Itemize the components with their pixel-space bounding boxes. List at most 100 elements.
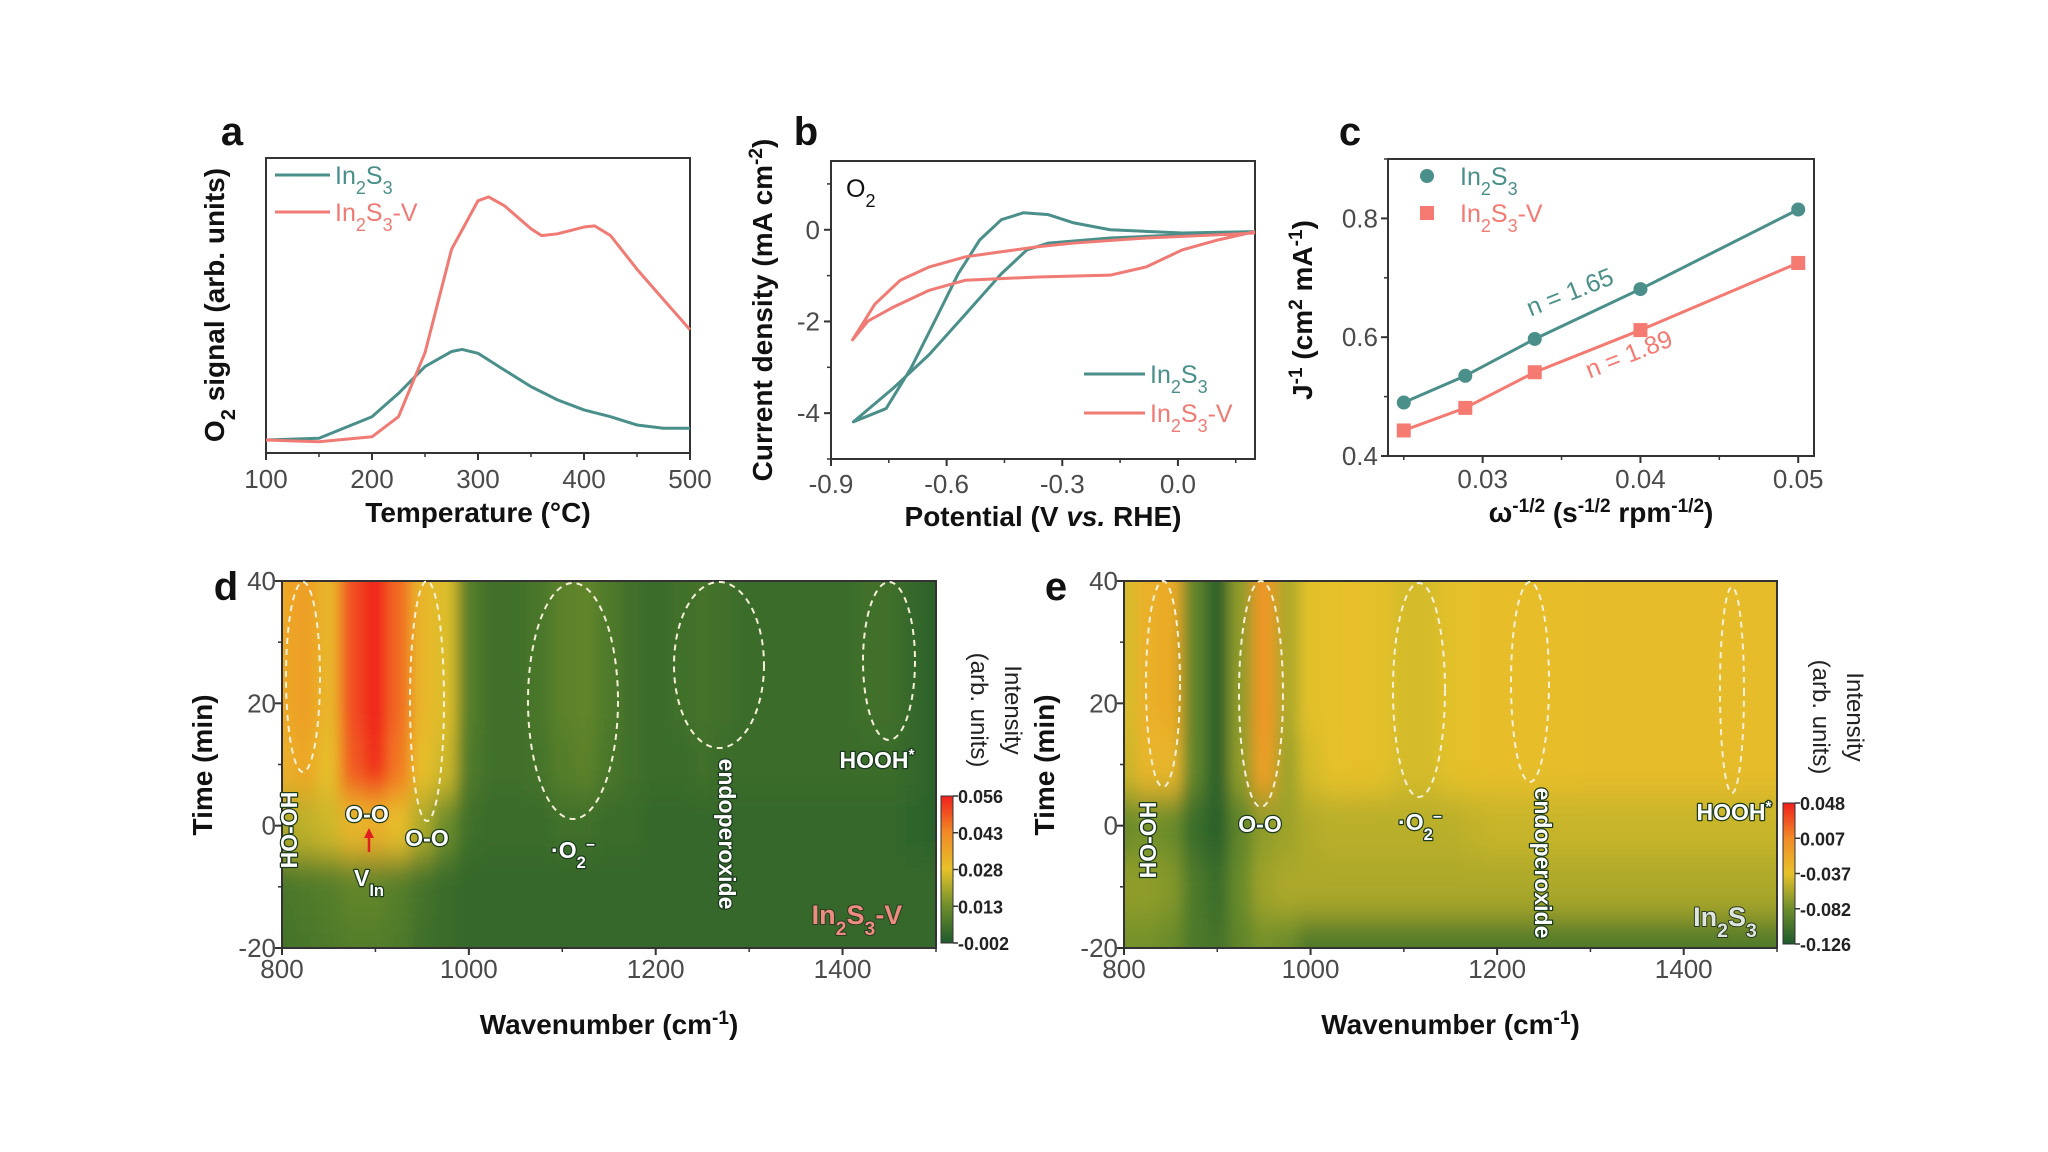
heatmap-cell <box>1485 581 1510 613</box>
heatmap-cell <box>737 672 762 735</box>
heatmap-cell <box>503 581 528 613</box>
electron-transfer-number: n = 1.65 <box>1523 263 1618 322</box>
region-ellipse <box>673 581 765 749</box>
heatmap-cell <box>1415 672 1440 735</box>
heatmap-cell <box>1205 581 1230 613</box>
heatmap-cell <box>1625 733 1650 796</box>
heatmap-cell <box>1532 856 1556 918</box>
y-tick-label: 40 <box>247 566 276 596</box>
heatmap-cell <box>1252 611 1277 674</box>
heatmap-cell <box>1322 611 1347 674</box>
heatmap-cell <box>1602 795 1626 857</box>
heatmap-cell <box>1532 581 1556 613</box>
heatmap-cell <box>1158 856 1183 918</box>
heatmap-cell <box>1718 672 1743 735</box>
legend-label: In2S3 <box>1460 163 1518 199</box>
heatmap-cell <box>293 795 318 857</box>
heatmap-cell <box>1718 581 1743 613</box>
heatmap-cell <box>480 581 505 613</box>
gas-annotation: O2 <box>846 175 875 211</box>
panel-label-c: c <box>1339 110 1361 154</box>
heatmap-cell <box>1322 856 1347 918</box>
heatmap-cell <box>1672 795 1696 857</box>
heatmap-cell <box>573 733 598 796</box>
heatmap-cell <box>1508 611 1533 674</box>
heatmap-cell <box>1718 917 1743 948</box>
heatmap-cell <box>784 917 809 948</box>
y-tick-label: -2 <box>797 306 820 336</box>
heatmap-cell <box>667 856 692 918</box>
heatmap-cell <box>1275 581 1300 613</box>
panel-d-axes: 800 1000 1200 1400 -20 0 20 40 Wavenumber (cm-1)… <box>187 565 937 1040</box>
heatmap-cell <box>807 795 832 857</box>
sample-label: In2S3-V <box>812 900 903 940</box>
heatmap-cell <box>1228 917 1253 948</box>
heatmap-cell <box>1415 856 1440 918</box>
heatmap-cell <box>573 856 598 918</box>
heatmap-cell <box>924 611 936 674</box>
colorbar-tick-label: 0.028 <box>958 861 1003 881</box>
heatmap-cell <box>1648 917 1673 948</box>
heatmap-cell <box>924 733 936 796</box>
x-tick-label: 300 <box>456 464 499 494</box>
heatmap-cell <box>900 856 925 918</box>
heatmap-cell <box>784 672 809 735</box>
heatmap-cell <box>1275 795 1300 857</box>
heatmap-cell <box>1158 581 1183 613</box>
data-point <box>1633 282 1648 297</box>
heatmap-cell <box>433 856 458 918</box>
panel-c-axes: 0.03 0.04 0.05 0.4 0.6 0.8 ω-1/2 (s-1/2 rpm-1/… <box>1286 110 1824 528</box>
heatmap-cell <box>1485 733 1510 796</box>
heatmap-cell <box>387 733 411 796</box>
x-tick-label: 1400 <box>1655 954 1713 984</box>
heatmap-cell <box>1485 917 1510 948</box>
heatmap-cell <box>363 856 388 918</box>
heatmap-cell <box>1252 795 1277 857</box>
heatmap-cell <box>1742 611 1766 674</box>
heatmap-cell <box>1555 581 1580 613</box>
legend-label: In2S3-V <box>335 199 418 235</box>
heatmap-annotations: HO-OH O-O ·O2− endoperoxide HOOH* In2S3 <box>1134 580 1774 943</box>
x-tick-label: 0.05 <box>1773 464 1824 494</box>
heatmap-cell <box>830 581 855 613</box>
heatmap-cell <box>690 795 715 857</box>
heatmap-cell <box>503 733 528 796</box>
y-tick-label: -4 <box>797 398 820 428</box>
heatmap-cell <box>282 917 295 948</box>
heatmap-cell <box>854 795 879 857</box>
heatmap-cell <box>1695 581 1720 613</box>
heatmap-cell <box>900 672 925 735</box>
plot-frame <box>1123 580 1778 949</box>
heatmap-cell <box>1765 733 1777 796</box>
sample-label: In2S3 <box>1693 902 1757 942</box>
data-point <box>1791 255 1806 270</box>
heatmap-cell <box>1322 917 1347 948</box>
band-annotation: HO-OH <box>276 792 302 869</box>
heatmap-cell <box>1555 856 1580 918</box>
heatmap-cell <box>1415 581 1440 613</box>
heatmap-cell <box>1124 795 1137 857</box>
heatmap-cell <box>550 611 575 674</box>
x-axis-title: Wavenumber (cm-1) <box>1321 1008 1580 1041</box>
x-tick-label: 1000 <box>440 954 498 984</box>
heatmap-cell <box>714 733 738 796</box>
panel-a-axes: 100 200 300 400 500 Temperature (°C) O2 signal… <box>199 110 712 528</box>
heatmap-cell <box>1625 795 1650 857</box>
heatmap-cell <box>1228 733 1253 796</box>
region-ellipse <box>409 580 445 822</box>
heatmap-cell <box>690 733 715 796</box>
heatmap-cell <box>1182 672 1207 735</box>
heatmap-cell <box>1672 917 1696 948</box>
heatmap-cell <box>433 581 458 613</box>
heatmap-cell <box>1415 795 1440 857</box>
heatmap-cell <box>784 611 809 674</box>
heatmap-cell <box>807 917 832 948</box>
heatmap-cell <box>317 917 341 948</box>
heatmap-cell <box>1298 917 1323 948</box>
heatmap-cell <box>620 917 645 948</box>
heatmap-cell <box>317 795 341 857</box>
colorbar-title: Intensity <box>1841 672 1868 761</box>
heatmap-cell <box>1158 795 1183 857</box>
heatmap-cell <box>527 856 552 918</box>
